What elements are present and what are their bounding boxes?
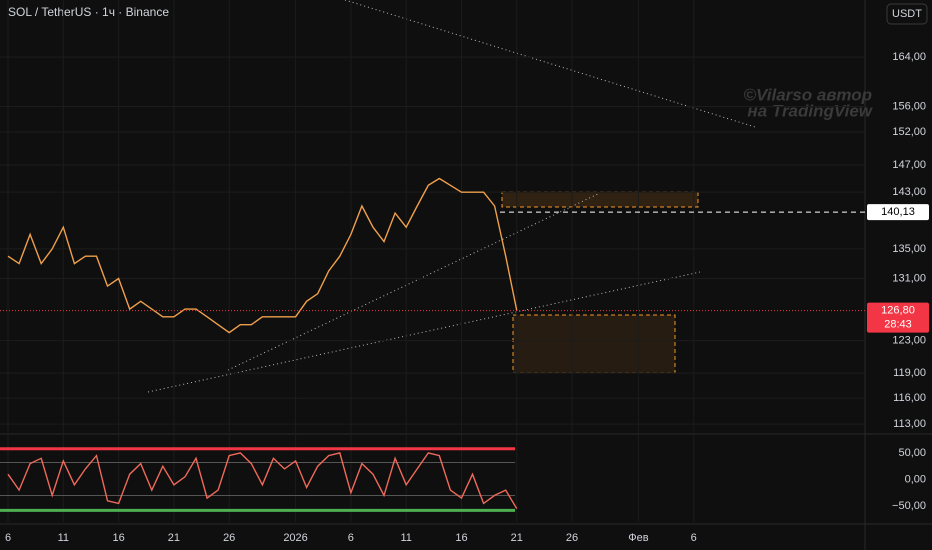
- countdown: 28:43: [884, 319, 912, 331]
- x-tick-label: 6: [691, 532, 697, 544]
- x-tick-label: 6: [5, 532, 11, 544]
- series-line: [7, 452, 518, 510]
- x-tick-label: 21: [511, 532, 523, 544]
- price-label-box: [867, 204, 929, 221]
- watermark: на TradingView: [747, 101, 873, 120]
- y-tick-label: 131,00: [892, 272, 926, 284]
- watermark: ©Vilarso автор: [744, 85, 872, 104]
- x-tick-label: 6: [348, 532, 354, 544]
- y-tick-label: 113,00: [893, 418, 926, 430]
- x-tick-label: 16: [455, 532, 467, 544]
- x-tick-label: 26: [223, 532, 235, 544]
- currency-button[interactable]: [886, 3, 928, 25]
- zone-box: [501, 191, 699, 208]
- y-tick-label: 143,00: [892, 186, 926, 198]
- y-tick-label: 147,00: [892, 159, 926, 171]
- y-tick-label: 152,00: [892, 126, 926, 138]
- x-tick-label: Фев: [628, 532, 648, 544]
- y-tick-label: 116,00: [893, 392, 926, 404]
- price-label: 126,80: [881, 305, 915, 317]
- y2-tick-label: −50,00: [892, 500, 926, 512]
- y-tick-label: 123,00: [892, 334, 926, 346]
- zone-box: [512, 314, 676, 374]
- y-tick-label: 135,00: [892, 243, 926, 255]
- x-tick-label: 26: [566, 532, 578, 544]
- y-tick-label: 119,00: [893, 367, 926, 379]
- chart-title: SOL / TetherUS · 1ч · Binance: [8, 5, 169, 19]
- x-tick-label: 2026: [283, 532, 307, 544]
- y-tick-label: 164,00: [892, 51, 926, 63]
- x-tick-label: 11: [400, 532, 411, 544]
- price-label-box: [867, 302, 929, 333]
- x-tick-label: 11: [58, 532, 69, 544]
- currency[interactable]: USDT: [892, 8, 922, 20]
- x-tick-label: 21: [168, 532, 180, 544]
- y2-tick-label: 50,00: [898, 447, 926, 459]
- y2-tick-label: 0,00: [905, 473, 926, 485]
- x-tick-label: 16: [112, 532, 124, 544]
- series-line: [7, 177, 518, 334]
- y-tick-label: 156,00: [892, 100, 926, 112]
- price-label: 140,13: [881, 206, 915, 218]
